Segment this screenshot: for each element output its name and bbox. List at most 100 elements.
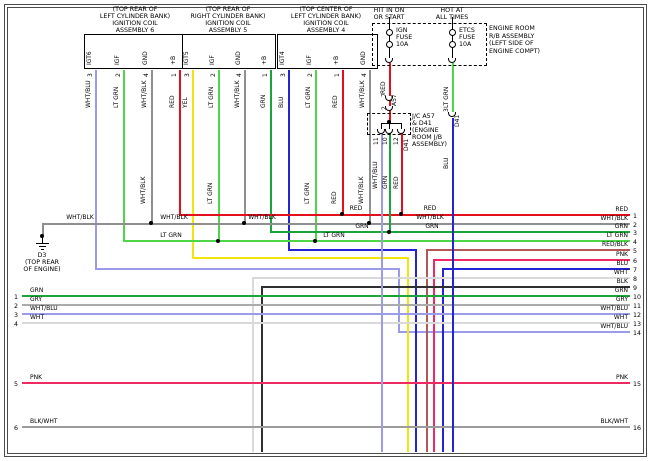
wire-l2-r11 (22, 304, 630, 306)
left-wire-label: WHT (30, 314, 45, 321)
connector-hook-a57 (385, 96, 393, 101)
connector-hook (385, 129, 393, 134)
right-wire-label: GRN (614, 287, 628, 294)
right-wire-number: 4 (633, 239, 638, 246)
jc-drop-1 (381, 123, 382, 131)
wire-ign-feed (389, 63, 391, 113)
jc-drop-2 (389, 123, 390, 131)
wire-l1-r10 (22, 295, 630, 297)
pin-name: +B (333, 55, 340, 65)
left-wire-number: 1 (14, 294, 19, 301)
jc-drop-3 (401, 123, 402, 131)
right-wire-number: 10 (633, 294, 642, 301)
jc-out-wire: GRN (382, 175, 389, 189)
left-wire-label: GRY (30, 296, 43, 303)
jc-out-pin: 11 (373, 137, 380, 145)
left-wire-number: 2 (14, 303, 19, 310)
connector-hook (377, 129, 385, 134)
left-wire-number: 5 (14, 381, 19, 388)
outer-frame (4, 4, 647, 457)
bus-label-red: RED (349, 205, 363, 212)
bus-whtblk-ground-drop (42, 223, 44, 237)
wire-igt4-run (288, 249, 417, 251)
wire-color-label: LT GRN (208, 86, 215, 108)
pin-name: +B (170, 55, 177, 65)
right-wire-label: WHT (613, 269, 628, 276)
wire-igt5-run (192, 257, 409, 259)
connector-hook (448, 58, 456, 63)
wire-jc-grn (389, 133, 391, 231)
jc-out-conn: D41 (403, 138, 410, 151)
bus-label-grn: GRN (355, 223, 369, 230)
right-wire-number: 8 (633, 276, 638, 283)
d41-pin: 3 (443, 108, 450, 112)
right-wire-number: 9 (633, 285, 638, 292)
junction-dot (216, 239, 220, 243)
power-condition-etcs: HOT AT ALL TIMES (435, 7, 469, 21)
bus-whtblk (42, 223, 630, 225)
a57-pin: 7 (381, 93, 388, 97)
ground-bar-1 (36, 243, 49, 244)
bus-label-grn: GRN (425, 223, 439, 230)
wire-color-label: YEL (182, 97, 189, 108)
bus-red (179, 214, 630, 216)
bus-label-ltgrn: LT GRN (160, 232, 182, 239)
right-wire-label: WHT/BLU (600, 323, 628, 330)
pin-name: IGT6 (86, 51, 93, 65)
right-wire-number: 6 (633, 258, 638, 265)
wire-b-a4 (342, 70, 344, 214)
pin-name: +B (261, 55, 268, 65)
wire-igt4 (288, 70, 290, 249)
wire-etcs-feed (452, 63, 454, 115)
pin-name: IGF (209, 55, 216, 65)
jc-bus-bar (381, 123, 402, 124)
wire-6-drop (433, 259, 435, 452)
junction-dot (387, 230, 391, 234)
mid-wire-label: RED (331, 191, 338, 204)
pin-name: IGF (114, 55, 121, 65)
mid-wire-label: LT GRN (304, 182, 311, 204)
wire-8-run (252, 277, 630, 279)
wire-color-label: GRN (260, 94, 267, 108)
wire-color-label: WHT/BLK (359, 80, 366, 108)
junction-dot (242, 221, 246, 225)
wire-gnd-a6 (151, 70, 153, 223)
right-wire-label: PNK (615, 374, 628, 381)
pin-name: IGT4 (279, 51, 286, 65)
left-wire-label: GRN (30, 287, 44, 294)
right-wire-number: 13 (633, 321, 642, 328)
jc-label: J/C A57 & D41 (ENGINE ROOM J/B ASSEMBLY) (412, 113, 448, 148)
inner-frame (7, 7, 644, 454)
wire-gnd-a4 (369, 70, 371, 223)
wire-color-label: RED (332, 95, 339, 108)
bus-label-whtblk: WHT/BLK (416, 214, 444, 221)
wire-igf-a4 (315, 70, 317, 240)
left-wire-label: WHT/BLU (30, 305, 58, 312)
right-wire-label: GRY (615, 296, 628, 303)
etcs-fuse-bottom-lead (452, 47, 453, 59)
wire-color-label: LT GRN (113, 86, 120, 108)
etcs-fuse-link (452, 35, 453, 41)
pin-name: GND (142, 51, 149, 65)
right-wire-number: 1 (633, 213, 638, 220)
right-wire-label: LT GRN (606, 232, 628, 239)
d41-conn: D41 (454, 114, 461, 127)
left-wire-label: PNK (30, 374, 43, 381)
ign-fuse-link (389, 35, 390, 41)
right-wire-number: 16 (633, 425, 642, 432)
right-wire-label: WHT/BLU (600, 305, 628, 312)
wire-color-label: LT GRN (305, 86, 312, 108)
pin-name: GND (360, 51, 367, 65)
bus-label-ltgrn: LT GRN (323, 232, 345, 239)
right-wire-label: WHT/BLK (600, 215, 628, 222)
connector-hook (397, 129, 405, 134)
jc-entry-pin: 2 (381, 106, 388, 110)
power-condition-ign: HIT IN ON OR START (373, 7, 405, 21)
fuse-terminal (386, 29, 393, 36)
assembly-5-box (182, 34, 276, 69)
junction-dot (367, 221, 371, 225)
junction-dot (399, 212, 403, 216)
junction-dot (313, 239, 317, 243)
fuse-terminal (449, 41, 456, 48)
mid-wire-label: WHT/BLK (358, 176, 365, 204)
